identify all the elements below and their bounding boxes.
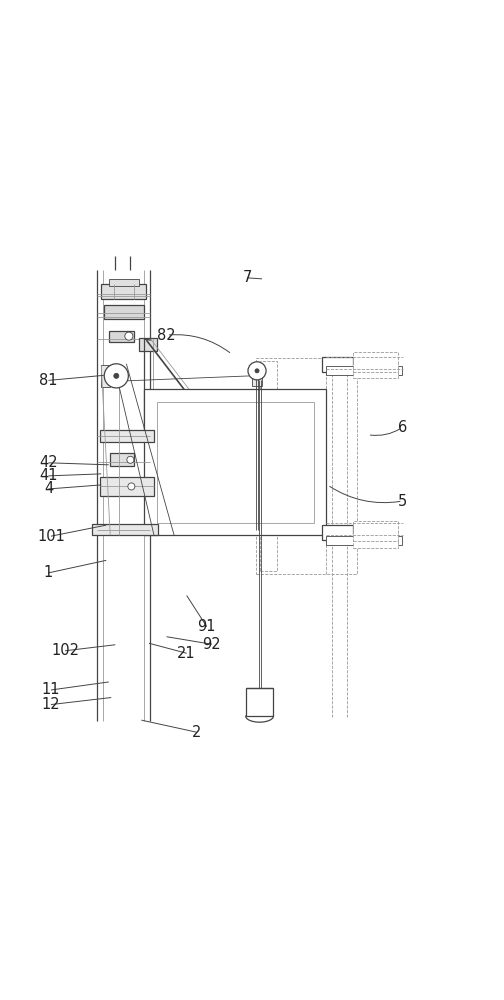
- Text: 92: 92: [203, 637, 221, 652]
- Text: 102: 102: [51, 643, 79, 658]
- Bar: [101, 365, 110, 387]
- Text: 5: 5: [398, 494, 407, 509]
- Text: 11: 11: [42, 682, 60, 697]
- Bar: [109, 279, 139, 286]
- Circle shape: [114, 373, 119, 378]
- Text: 82: 82: [157, 328, 176, 343]
- Text: 91: 91: [198, 619, 216, 634]
- Circle shape: [128, 483, 135, 490]
- Bar: [327, 536, 402, 545]
- Circle shape: [248, 362, 266, 380]
- Bar: [139, 338, 157, 351]
- Text: 81: 81: [39, 373, 57, 388]
- Bar: [323, 525, 352, 540]
- Bar: [327, 366, 402, 375]
- Circle shape: [255, 369, 259, 373]
- Text: 6: 6: [398, 420, 407, 435]
- Text: 1: 1: [44, 565, 53, 580]
- Bar: [110, 453, 135, 466]
- Bar: [104, 305, 144, 319]
- Bar: [352, 352, 398, 372]
- Text: 21: 21: [177, 646, 196, 661]
- Bar: [246, 688, 273, 716]
- Text: 2: 2: [192, 725, 202, 740]
- Text: 12: 12: [42, 697, 60, 712]
- Bar: [352, 521, 398, 541]
- Bar: [157, 402, 314, 523]
- Bar: [92, 524, 158, 535]
- Bar: [352, 363, 398, 378]
- Bar: [352, 533, 398, 548]
- Bar: [109, 331, 134, 342]
- Text: 41: 41: [39, 468, 57, 483]
- Bar: [252, 377, 262, 386]
- Text: 7: 7: [242, 270, 251, 285]
- Circle shape: [127, 456, 134, 463]
- Text: 101: 101: [37, 529, 65, 544]
- Bar: [101, 284, 147, 299]
- Circle shape: [104, 364, 129, 388]
- Bar: [144, 389, 327, 535]
- Bar: [256, 358, 356, 574]
- Text: 42: 42: [39, 455, 58, 470]
- Bar: [100, 430, 155, 442]
- Bar: [260, 361, 277, 571]
- Bar: [100, 477, 155, 496]
- Bar: [323, 357, 352, 372]
- Text: 4: 4: [44, 481, 53, 496]
- Circle shape: [125, 332, 133, 340]
